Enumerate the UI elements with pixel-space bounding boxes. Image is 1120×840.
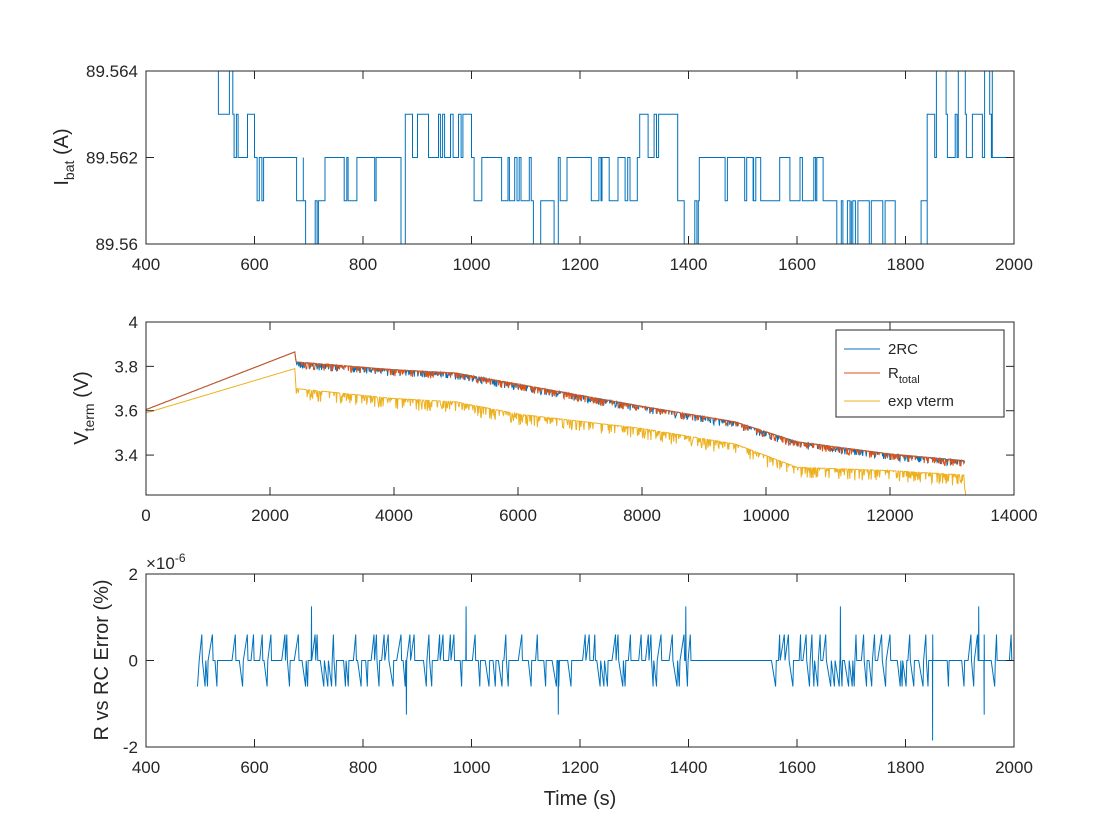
current-ticks: 400 600 800 1000 1200 1400 1600 1800 2000 89.56 89…	[86, 62, 1033, 274]
legend-label-exp-vterm: exp vterm	[888, 393, 954, 410]
legend-label-rtotal: Rtotal	[888, 365, 920, 386]
voltage-subplot: 0 2000 4000 6000 8000 10000 12000 14000 3.4 3.6 3.…	[71, 313, 1038, 525]
x-tick-label: 1400	[670, 255, 708, 274]
x-tick-label: 1000	[453, 758, 491, 777]
x-tick-label: 1600	[778, 255, 816, 274]
x-tick-label: 1200	[561, 758, 599, 777]
legend-label-2rc: 2RC	[888, 341, 918, 358]
x-tick-label: 6000	[499, 506, 537, 525]
y-tick-label: 2	[129, 565, 138, 584]
x-tick-label: 1800	[887, 255, 925, 274]
x-tick-label: 1800	[887, 758, 925, 777]
x-tick-label: 800	[349, 255, 377, 274]
voltage-line-rtotal	[145, 351, 965, 467]
x-tick-label: 2000	[995, 255, 1033, 274]
error-line	[197, 606, 1013, 741]
y-tick-label: 0	[129, 652, 138, 671]
y-tick-label: 3.6	[114, 402, 138, 421]
voltage-series	[145, 351, 967, 496]
y-tick-label: 89.562	[86, 149, 138, 168]
error-subplot: 400 600 800 1000 1200 1400 1600 1800 2000 -2 0 2 R …	[91, 551, 1033, 810]
x-tick-label: 1400	[670, 758, 708, 777]
x-tick-label: 0	[141, 506, 150, 525]
x-tick-label: 12000	[866, 506, 913, 525]
x-tick-label: 1200	[561, 255, 599, 274]
series-error-line	[197, 606, 1013, 741]
series-ibat-line	[197, 70, 1014, 245]
voltage-line-exp-vterm	[145, 367, 967, 496]
x-tick-label: 4000	[375, 506, 413, 525]
x-tick-label: 10000	[742, 506, 789, 525]
x-tick-label: 14000	[990, 506, 1037, 525]
x-tick-label: 600	[240, 255, 268, 274]
error-ticks: 400 600 800 1000 1200 1400 1600 1800 2000 -2 0 2	[123, 565, 1033, 777]
x-tick-label: 400	[132, 758, 160, 777]
x-tick-label: 800	[349, 758, 377, 777]
current-ylabel: Ibat (A)	[51, 128, 77, 185]
y-tick-label: 89.564	[86, 62, 138, 81]
y-tick-label: 3.4	[114, 446, 138, 465]
error-xlabel: Time (s)	[544, 788, 617, 810]
y-tick-label: 3.8	[114, 357, 138, 376]
x-tick-label: 2000	[251, 506, 289, 525]
x-tick-label: 1000	[453, 255, 491, 274]
y-tick-label: 89.56	[95, 235, 138, 254]
ibat-line	[197, 70, 1014, 245]
y-tick-label: -2	[123, 738, 138, 757]
voltage-ylabel: Vterm (V)	[71, 371, 97, 445]
x-tick-label: 1600	[778, 758, 816, 777]
error-ylabel: R vs RC Error (%)	[91, 579, 113, 740]
x-tick-label: 8000	[623, 506, 661, 525]
voltage-ticks: 0 2000 4000 6000 8000 10000 12000 14000 3.4 3.6 3.…	[114, 313, 1037, 525]
voltage-axes-box	[145, 321, 1015, 496]
voltage-legend: 2RC Rtotal exp vterm	[835, 329, 1005, 418]
current-subplot: 400 600 800 1000 1200 1400 1600 1800 2000 89.56 89…	[51, 62, 1033, 274]
x-tick-label: 2000	[995, 758, 1033, 777]
x-tick-label: 400	[132, 255, 160, 274]
x-tick-label: 600	[240, 758, 268, 777]
y-tick-label: 4	[129, 313, 138, 332]
error-exponent-label: ×10-6	[146, 551, 186, 573]
